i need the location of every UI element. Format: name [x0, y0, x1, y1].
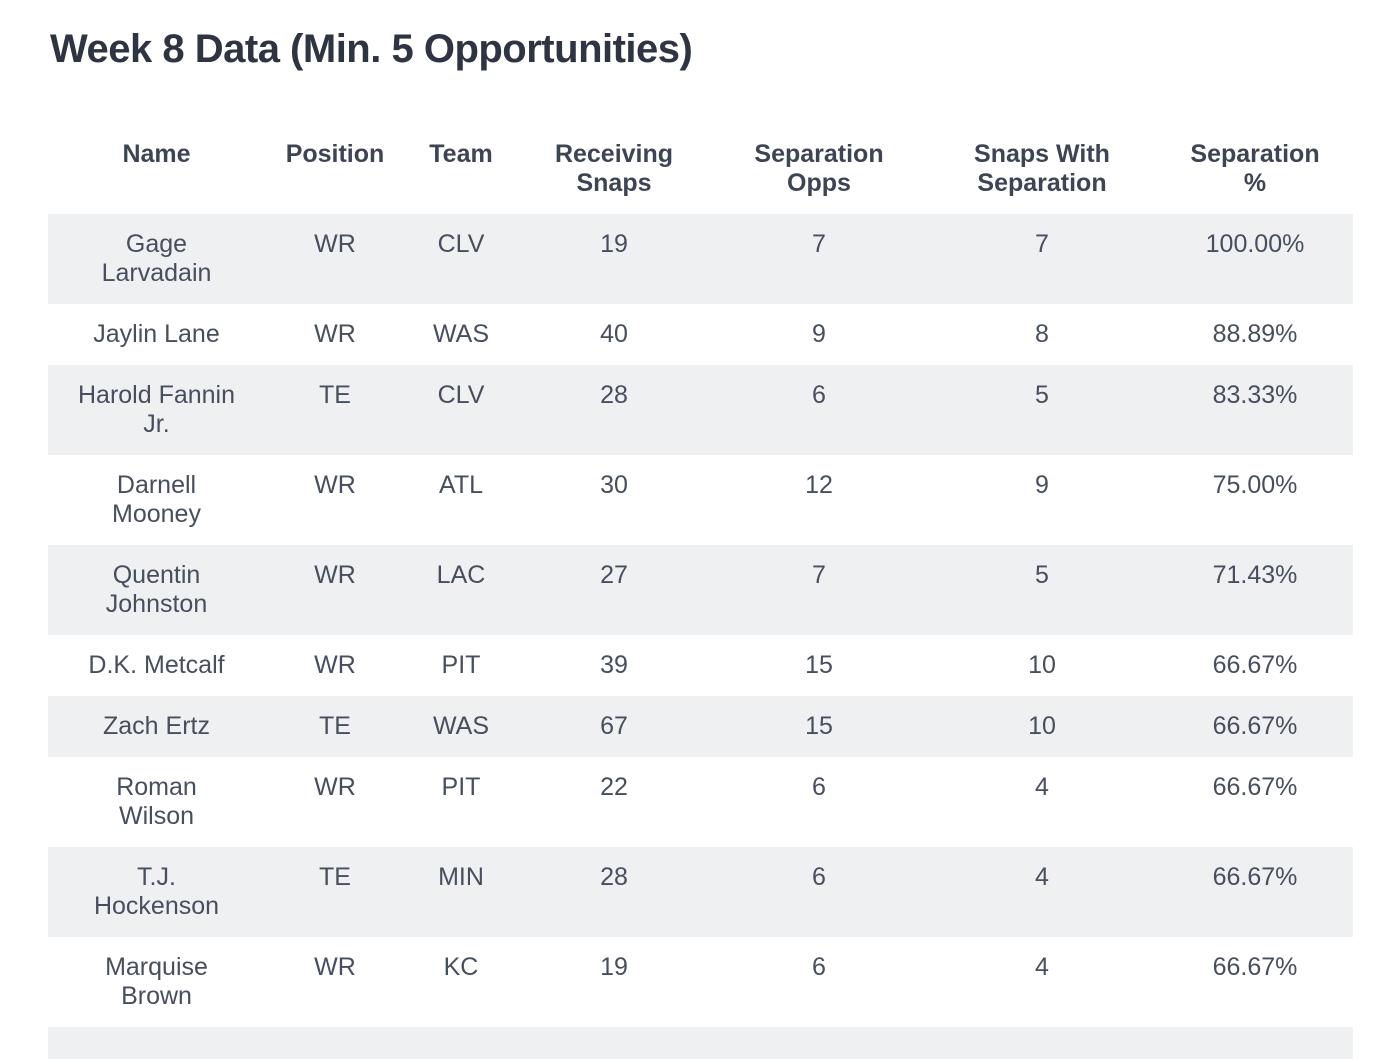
cell-position: WR [314, 773, 356, 801]
cell-team: LAC [436, 561, 486, 589]
cell-separation-pct: 66.67% [1212, 651, 1298, 679]
cell-separation-pct: 71.43% [1212, 561, 1298, 589]
column-header-team: Team [429, 140, 493, 168]
cell-separation-pct: 66.67% [1212, 773, 1298, 801]
cell-receiving-snaps: 19 [600, 230, 628, 258]
cell-name: D.K. Metcalf [88, 651, 225, 679]
column-header-receiving-snaps: Receiving Snaps [554, 140, 674, 197]
cell-receiving-snaps: 28 [600, 381, 628, 409]
cell-separation-pct: 88.89% [1212, 320, 1298, 348]
cell-name: Zach Ertz [103, 712, 210, 740]
cell-name [48, 1027, 265, 1059]
cell-separation-opps: 6 [812, 773, 826, 801]
cell-separation-opps: 6 [812, 381, 826, 409]
cell-separation-opps: 6 [812, 953, 826, 981]
cell-name: Marquise Brown [105, 953, 208, 1010]
cell-receiving-snaps: 40 [600, 320, 628, 348]
cell-separation-pct: 75.00% [1212, 471, 1298, 499]
cell-separation-pct: 66.67% [1212, 863, 1298, 891]
week8-data-table: Name Position Team Receiving Snaps Separ… [48, 124, 1353, 1059]
cell-team: WAS [432, 320, 490, 348]
cell-position: WR [314, 471, 356, 499]
cell-position: WR [314, 230, 356, 258]
column-header-snaps-with-separation: Snaps With Separation [974, 140, 1110, 197]
cell-name: Harold Fannin Jr. [77, 381, 236, 438]
cell-separation-pct: 66.67% [1212, 712, 1298, 740]
column-header-separation-pct: Separation % [1190, 140, 1320, 197]
cell-snaps-with-separation: 5 [1035, 381, 1049, 409]
table-row: D.K. Metcalf WR PIT 39 15 10 66.67% [48, 635, 1353, 696]
cell-position: WR [314, 320, 356, 348]
cell-receiving-snaps: 67 [600, 712, 628, 740]
table-row: Roman Wilson WR PIT 22 6 4 66.67% [48, 757, 1353, 847]
cell-receiving-snaps: 22 [600, 773, 628, 801]
cell-snaps-with-separation: 10 [1028, 651, 1056, 679]
table-row: Marquise Brown WR KC 19 6 4 66.67% [48, 937, 1353, 1027]
cell-position: WR [314, 953, 356, 981]
cell-separation-opps: 7 [812, 561, 826, 589]
cell-snaps-with-separation: 4 [1035, 773, 1049, 801]
table-row: Zach Ertz TE WAS 67 15 10 66.67% [48, 696, 1353, 757]
cell-team: MIN [438, 863, 484, 891]
cell-separation-pct [1157, 1027, 1353, 1059]
cell-receiving-snaps: 27 [600, 561, 628, 589]
cell-snaps-with-separation: 4 [1035, 863, 1049, 891]
cell-separation-opps: 9 [812, 320, 826, 348]
cell-team: PIT [441, 773, 481, 801]
cell-snaps-with-separation: 8 [1035, 320, 1049, 348]
cell-position [265, 1027, 405, 1059]
table-row: Darnell Mooney WR ATL 30 12 9 75.00% [48, 455, 1353, 545]
cell-name: T.J. Hockenson [93, 863, 220, 920]
cell-position: TE [319, 381, 351, 409]
cell-separation-opps [711, 1027, 927, 1059]
table-row: Quentin Johnston WR LAC 27 7 5 71.43% [48, 545, 1353, 635]
cell-snaps-with-separation [927, 1027, 1157, 1059]
cell-separation-opps: 15 [805, 651, 833, 679]
cell-separation-opps: 6 [812, 863, 826, 891]
cell-snaps-with-separation: 4 [1035, 953, 1049, 981]
cell-separation-pct: 100.00% [1205, 230, 1305, 258]
cell-snaps-with-separation: 10 [1028, 712, 1056, 740]
cell-name: Jaylin Lane [93, 320, 220, 348]
cell-name: Roman Wilson [116, 773, 197, 830]
cell-receiving-snaps [517, 1027, 711, 1059]
cell-position: WR [314, 651, 356, 679]
table-row: T.J. Hockenson TE MIN 28 6 4 66.67% [48, 847, 1353, 937]
column-header-name: Name [122, 140, 191, 168]
cell-position: TE [319, 712, 351, 740]
cell-team: WAS [432, 712, 490, 740]
table-header-row: Name Position Team Receiving Snaps Separ… [48, 124, 1353, 214]
cell-snaps-with-separation: 9 [1035, 471, 1049, 499]
page-title: Week 8 Data (Min. 5 Opportunities) [50, 27, 693, 71]
cell-team: ATL [439, 471, 483, 499]
table-row: Harold Fannin Jr. TE CLV 28 6 5 83.33% [48, 365, 1353, 455]
cell-receiving-snaps: 30 [600, 471, 628, 499]
cell-team [405, 1027, 517, 1059]
cell-team: PIT [441, 651, 481, 679]
cell-snaps-with-separation: 7 [1035, 230, 1049, 258]
column-header-separation-opps: Separation Opps [754, 140, 884, 197]
cell-position: WR [314, 561, 356, 589]
cell-separation-pct: 83.33% [1212, 381, 1298, 409]
cell-position: TE [319, 863, 351, 891]
cell-separation-opps: 12 [805, 471, 833, 499]
cell-team: CLV [437, 230, 485, 258]
cell-separation-pct: 66.67% [1212, 953, 1298, 981]
cell-name: Gage Larvadain [101, 230, 212, 287]
cell-separation-opps: 15 [805, 712, 833, 740]
cell-team: CLV [437, 381, 485, 409]
cell-name: Darnell Mooney [112, 471, 201, 528]
cell-receiving-snaps: 19 [600, 953, 628, 981]
table-row: Gage Larvadain WR CLV 19 7 7 100.00% [48, 214, 1353, 304]
cell-separation-opps: 7 [812, 230, 826, 258]
cell-snaps-with-separation: 5 [1035, 561, 1049, 589]
table-row: Jaylin Lane WR WAS 40 9 8 88.89% [48, 304, 1353, 365]
cell-team: KC [443, 953, 479, 981]
cell-receiving-snaps: 28 [600, 863, 628, 891]
column-header-position: Position [285, 140, 385, 168]
cell-receiving-snaps: 39 [600, 651, 628, 679]
table-row-partial [48, 1027, 1353, 1059]
cell-name: Quentin Johnston [105, 561, 208, 618]
